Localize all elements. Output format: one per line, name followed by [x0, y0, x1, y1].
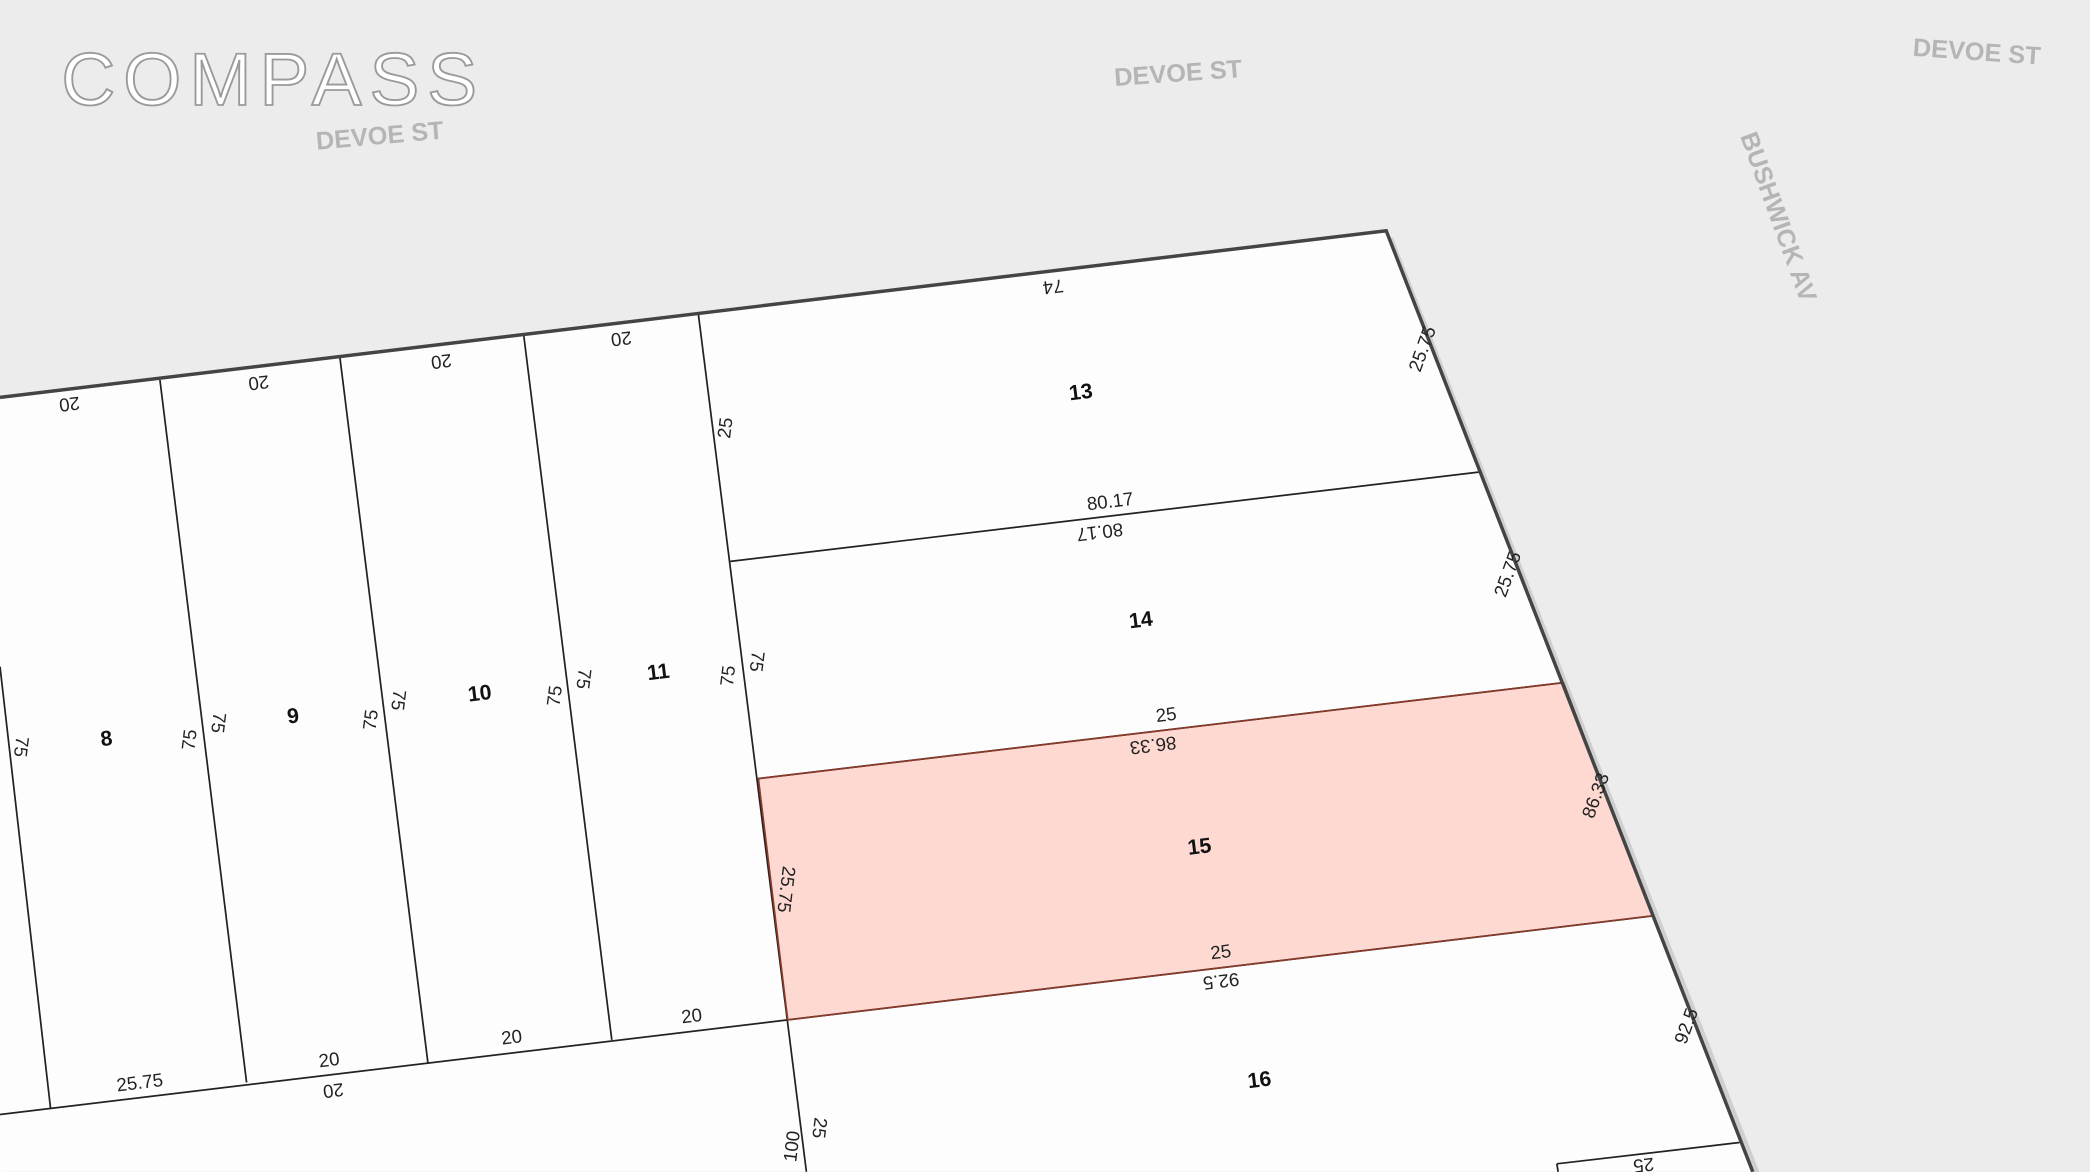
- dimension-label: 75: [177, 728, 200, 751]
- dimension-label: 20: [430, 350, 453, 373]
- dimension-label: 25: [713, 416, 736, 439]
- dimension-label: 20: [247, 371, 270, 394]
- dimension-label: 75: [10, 735, 33, 758]
- dimension-label: 100: [779, 1130, 804, 1163]
- dimension-label: 25: [1155, 703, 1178, 726]
- lot-number: 15: [1186, 833, 1213, 860]
- lot-number: 13: [1068, 379, 1095, 406]
- dimension-label: 74: [1042, 275, 1065, 298]
- lot-number: 14: [1128, 607, 1155, 634]
- highlighted-lot: [758, 682, 1653, 1020]
- lot-number: 9: [286, 703, 301, 728]
- dimension-label: 20: [58, 393, 81, 416]
- dimension-label: 20: [680, 1004, 703, 1027]
- dimension-label: 20: [322, 1079, 345, 1102]
- dimension-label: 20: [500, 1025, 523, 1048]
- dimension-label: 75: [572, 667, 595, 690]
- lot-number: 11: [646, 659, 671, 686]
- dimension-label: 25: [808, 1116, 831, 1139]
- dimension-label: 75: [543, 684, 566, 707]
- dimension-label: 75: [359, 708, 382, 731]
- dimension-label: 25: [1632, 1154, 1655, 1172]
- dimension-label: 75: [716, 664, 739, 687]
- lot-number: 10: [466, 680, 492, 707]
- logo: COMPASS: [61, 37, 485, 121]
- lot-number: 8: [99, 726, 114, 751]
- dimension-label: 75: [387, 689, 410, 712]
- lot-number: 16: [1246, 1066, 1273, 1093]
- block-outline: [0, 228, 1755, 1172]
- dimension-label: 20: [317, 1048, 340, 1071]
- dimension-label: 75: [746, 650, 769, 673]
- dimension-label: 75: [207, 711, 230, 734]
- dimension-label: 20: [610, 327, 633, 350]
- dimension-label: 92.5: [1202, 969, 1241, 994]
- dimension-label: 25: [1209, 940, 1232, 963]
